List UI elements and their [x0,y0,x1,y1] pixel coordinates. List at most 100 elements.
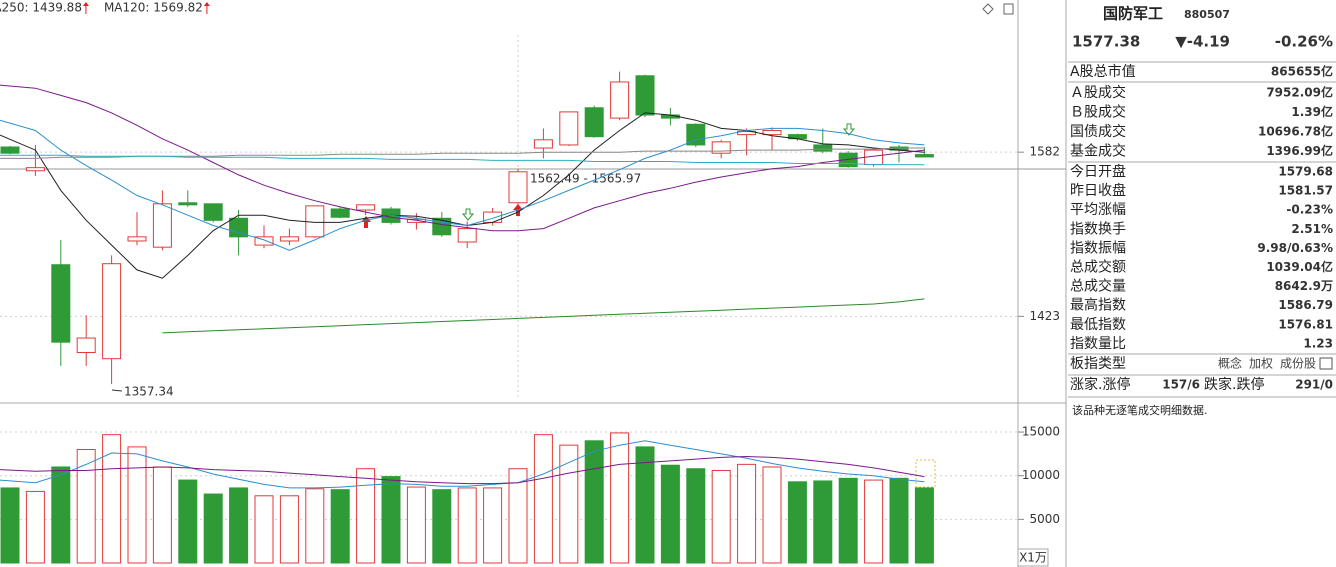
row-label: 总成交量 [1070,278,1126,295]
candle-body [737,131,757,136]
volume-bar [229,487,249,564]
row-label: 指数量比 [1070,336,1126,352]
volume-bar [533,434,553,564]
index-type-option[interactable]: 成份股 [1280,357,1316,371]
volume-bar [711,469,731,564]
last-price: 1577.38 [1072,33,1140,51]
breadth-label: 跌家.跌停 [1204,376,1264,393]
candle-body [457,228,477,243]
row-value: 1039.04亿 [1266,259,1333,274]
candle-body [584,107,604,138]
candle-body [51,264,71,343]
row-value: 1586.79 [1278,298,1333,312]
row-label: 国债成交 [1070,123,1126,140]
y-tick-label: 1423 [1029,309,1060,323]
row-value: 10696.78亿 [1258,124,1333,139]
row-value: 8642.9万 [1275,279,1333,293]
row-value: 1581.57 [1278,184,1333,198]
row-value: 865655亿 [1271,64,1333,79]
volume-bar [152,466,172,564]
volume-bar [406,486,426,564]
candle-body [813,144,833,152]
unit-label: X1万 [1019,551,1047,565]
volume-bar [102,434,122,564]
volume-bar [559,444,579,564]
row-label: 指数振幅 [1070,240,1126,256]
row-label: 今日开盘 [1070,163,1126,180]
panel-note: 该品种无逐笔成交明细数据. [1072,403,1208,417]
change-pct: -0.26% [1275,33,1333,51]
volume-bar [889,477,909,564]
index-code: 880507 [1184,8,1230,21]
row-label: Ａ股成交 [1070,84,1126,101]
volume-bar [254,495,274,564]
row-value: 1.39亿 [1291,104,1333,119]
volume-bar [508,468,528,564]
diamond-icon[interactable] [982,3,994,15]
candle-body [686,123,706,146]
ma-line [0,440,925,489]
candle-body [229,217,249,238]
row-label: 昨日收盘 [1070,182,1126,199]
index-type-option[interactable]: 概念 [1218,356,1242,371]
volume-bar [762,466,782,564]
volume-bar [51,466,71,564]
y-tick-label: 1582 [1029,145,1060,159]
candle-body [356,204,376,211]
grid-icon [1319,357,1333,370]
volume-bar [305,488,325,564]
row-value: 1.23 [1303,336,1333,350]
volume-bar [76,449,96,564]
candle-body [254,236,274,246]
volume-bar [0,487,20,564]
breadth-value: 157/6 [1162,378,1200,392]
row-label: 总成交额 [1070,259,1126,276]
volume-bar [737,463,757,564]
volume-bar [279,495,299,564]
y-tick-label: 10000 [1022,468,1060,482]
volume-bar [635,446,655,564]
candle-body [508,171,528,204]
volume-bar [864,479,884,564]
row-label: 基金成交 [1070,143,1126,160]
ma-line [0,84,925,232]
volume-bar [838,477,858,564]
ma-line [162,298,925,334]
hover-box [915,459,936,488]
candle-body [76,337,96,354]
volume-bar [25,490,45,564]
low-label: 1357.34 [124,385,174,399]
candle-body [559,111,579,146]
row-label: A股总市值 [1070,63,1136,80]
candle-body [178,202,198,206]
candle-body [406,218,426,223]
sell-arrow [842,123,856,136]
row-label: 平均涨幅 [1070,202,1126,218]
candle-body [25,167,45,172]
y-tick-label: 5000 [1029,512,1060,526]
row-value: 9.98/0.63% [1257,241,1333,255]
row-label: 最高指数 [1070,297,1126,314]
low-leader [111,389,123,392]
row-value: 1396.99亿 [1266,143,1333,158]
volume-bar [483,487,503,564]
candle-body [0,146,20,154]
candle-body [203,203,223,221]
row-value: 7952.09亿 [1266,85,1333,100]
breadth-value: 291/0 [1295,378,1333,392]
index-type-option[interactable]: 加权 [1249,357,1273,371]
volume-bar [356,468,376,564]
candle-body [610,81,630,119]
row-value: 1576.81 [1278,317,1333,331]
volume-bar [381,476,401,564]
volume-bar [914,487,934,564]
volume-bar [660,464,680,564]
window-icon[interactable] [1003,3,1014,15]
row-label: 板指类型 [1070,356,1126,372]
candle-body [762,129,782,136]
candle-body [483,211,503,223]
breadth-label: 涨家.涨停 [1070,376,1130,393]
candle-body [152,203,172,248]
gap-label: 1562.49 - 1565.97 [530,172,641,186]
